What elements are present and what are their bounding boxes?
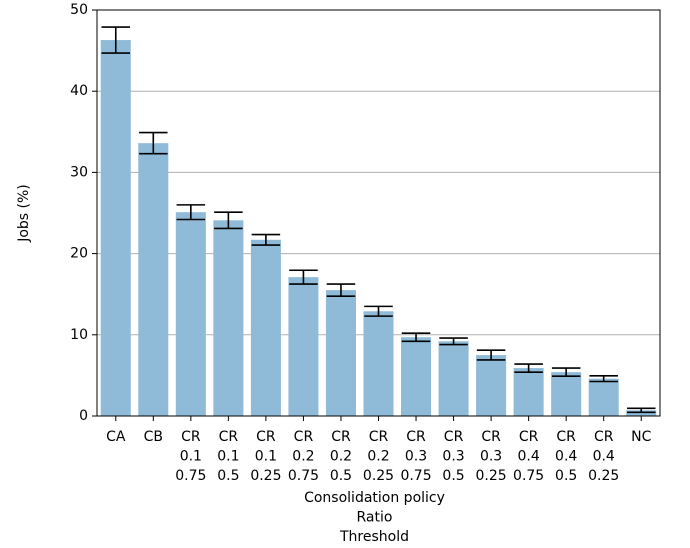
error-bar (326, 283, 356, 298)
error-bar (251, 233, 281, 246)
x-tick-label: 0.5 (555, 468, 577, 484)
bar (513, 368, 544, 416)
x-tick-label: 0.25 (363, 468, 394, 484)
x-tick-label: CR (331, 429, 351, 445)
plot-frame (96, 9, 661, 417)
x-tick-label: 0.5 (217, 468, 239, 484)
bar (138, 143, 169, 416)
error-bar (139, 131, 168, 155)
x-tick-label: 0.25 (588, 468, 619, 484)
x-tick-label: CA (106, 429, 126, 445)
error-bar (514, 363, 543, 373)
x-tick-label: CR (481, 429, 501, 445)
x-tick-label: 0.25 (250, 468, 281, 484)
x-tick-label: 0.4 (518, 449, 540, 465)
error-bar (439, 337, 468, 346)
x-axis-label: Threshold (339, 529, 409, 545)
bar (250, 239, 281, 416)
x-tick-label: 0.5 (330, 468, 352, 484)
y-axis-label: Jobs (%) (16, 184, 32, 243)
x-tick-label: CR (181, 429, 201, 445)
error-bar (626, 407, 656, 414)
x-tick-label: CR (444, 429, 464, 445)
x-tick-label: 0.25 (476, 468, 507, 484)
bar (476, 355, 507, 416)
error-bar (551, 367, 581, 378)
bar (626, 410, 657, 416)
x-tick-label: 0.4 (555, 449, 577, 465)
x-tick-label: 0.75 (513, 468, 544, 484)
x-tick-label: 0.3 (480, 449, 502, 465)
x-tick-label: 0.3 (442, 449, 464, 465)
error-bar (589, 375, 618, 383)
x-tick-label: CR (406, 429, 426, 445)
bar (551, 372, 582, 416)
bar (401, 337, 432, 416)
x-tick-label: 0.5 (442, 468, 464, 484)
x-tick-label: CR (594, 429, 614, 445)
x-tick-label: 0.75 (175, 468, 206, 484)
x-tick-label: CR (256, 429, 276, 445)
y-tick-label: 40 (70, 83, 88, 99)
y-tick-label: 0 (79, 408, 88, 424)
x-tick-label: 0.1 (255, 449, 277, 465)
error-bar (101, 26, 131, 54)
y-tick-label: 30 (70, 164, 88, 180)
y-tick-label: 10 (70, 327, 88, 343)
x-tick-label: CR (219, 429, 239, 445)
x-tick-label: CR (519, 429, 539, 445)
y-tick-label: 50 (70, 2, 88, 18)
bar (100, 40, 131, 416)
error-bar (214, 211, 243, 230)
bar (175, 212, 206, 416)
x-tick-label: 0.75 (288, 468, 319, 484)
bar (438, 341, 469, 416)
x-tick-label: 0.3 (405, 449, 427, 465)
bar (588, 378, 619, 416)
error-bar (401, 332, 431, 343)
x-tick-label: 0.4 (593, 449, 615, 465)
error-bar (476, 349, 506, 361)
bar (213, 220, 244, 416)
x-tick-label: CR (294, 429, 314, 445)
y-tick-label: 20 (70, 246, 88, 262)
x-tick-label: 0.2 (292, 449, 314, 465)
x-axis-label: Consolidation policy (304, 490, 445, 506)
x-tick-label: 0.1 (180, 449, 202, 465)
bar (325, 290, 356, 416)
error-bar (364, 305, 393, 317)
x-tick-label: 0.1 (217, 449, 239, 465)
x-tick-label: CR (556, 429, 576, 445)
x-tick-label: CR (369, 429, 389, 445)
x-axis-label: Ratio (357, 510, 393, 526)
x-tick-label: NC (631, 429, 651, 445)
x-tick-label: CB (144, 429, 163, 445)
x-tick-label: 0.75 (400, 468, 431, 484)
x-tick-label: 0.2 (330, 449, 352, 465)
bar (288, 277, 319, 416)
x-tick-label: 0.2 (367, 449, 389, 465)
bar (363, 311, 394, 416)
error-bar (176, 204, 206, 221)
error-bar (289, 269, 318, 285)
